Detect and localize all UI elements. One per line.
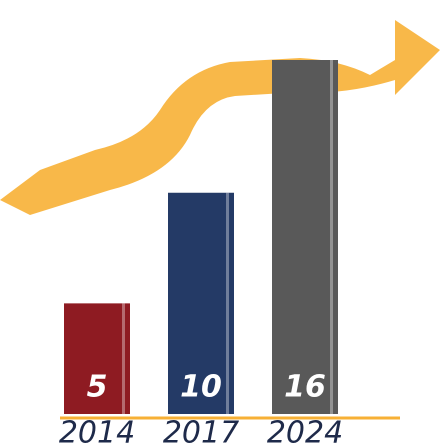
value-label: 5 <box>87 370 108 405</box>
bar-highlight <box>226 192 229 414</box>
bar-highlight <box>330 60 333 414</box>
x-tick-label: 2024 <box>267 416 343 448</box>
bar <box>272 60 338 414</box>
bar-highlight <box>122 303 125 414</box>
bar <box>64 303 130 414</box>
value-label: 16 <box>284 370 326 405</box>
trend-arrow <box>0 20 440 215</box>
value-label: 10 <box>180 370 222 405</box>
x-tick-label: 2014 <box>59 416 135 448</box>
bar <box>168 192 234 414</box>
x-tick-label: 2017 <box>163 416 239 448</box>
